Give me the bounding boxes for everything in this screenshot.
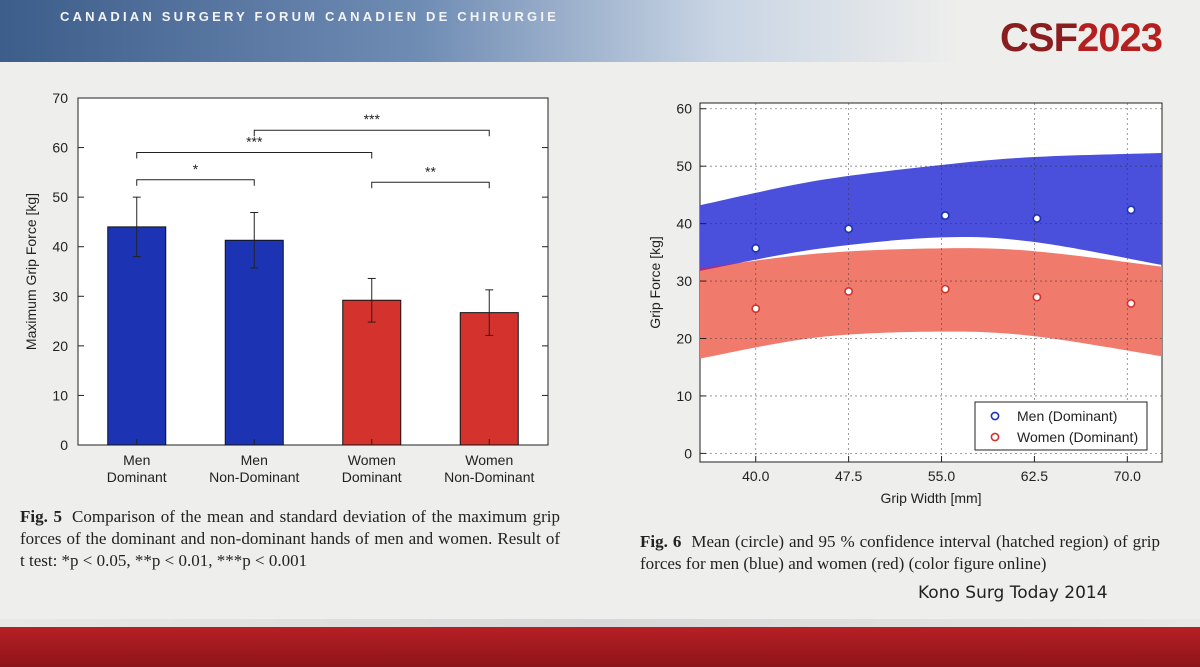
- fig6-legend-marker: [990, 432, 1000, 442]
- fig5-ytick-label: 20: [52, 338, 68, 354]
- fig5-xtick-label: Non-Dominant: [444, 469, 534, 485]
- conference-banner: CANADIAN SURGERY FORUM CANADIEN DE CHIRU…: [0, 0, 1200, 62]
- fig5-significance-bracket: [136, 179, 255, 186]
- fig6-ytick-label: 60: [676, 101, 692, 117]
- fig5-ytick-label: 50: [52, 189, 68, 205]
- logo-prefix: CSF: [1000, 16, 1078, 60]
- fig6-men-ci-band: [700, 152, 1162, 271]
- fig6-ytick-label: 50: [676, 158, 692, 174]
- fig5-ytick-label: 60: [52, 140, 68, 156]
- fig6-legend-marker: [990, 411, 1000, 421]
- fig6-caption: Fig. 6 Mean (circle) and 95 % confidence …: [640, 531, 1160, 575]
- fig5-significance-label: *: [193, 161, 199, 177]
- fig6-women-point: [1032, 292, 1042, 302]
- fig6-ytick-label: 20: [676, 331, 692, 347]
- fig5-ytick-label: 70: [52, 90, 68, 106]
- fig5-bar: [224, 239, 284, 446]
- fig6-legend: Men (Dominant) Women (Dominant): [974, 401, 1148, 451]
- fig6-legend-label: Men (Dominant): [1017, 408, 1117, 424]
- fig5-bar: [107, 226, 167, 446]
- fig5-significance-bracket: [371, 181, 490, 189]
- fig5-significance-bracket: [136, 152, 373, 159]
- fig6-xlabel: Grip Width [mm]: [880, 490, 981, 506]
- fig5-xtick-label: Dominant: [342, 469, 402, 485]
- fig5-ytick-label: 10: [52, 387, 68, 403]
- banner-title: CANADIAN SURGERY FORUM CANADIEN DE CHIRU…: [60, 9, 560, 24]
- fig6-women-point: [940, 284, 950, 294]
- fig5-significance-label: ***: [364, 111, 381, 127]
- fig6-xtick-label: 47.5: [835, 468, 862, 484]
- fig6-ylabel: Grip Force [kg]: [647, 236, 663, 329]
- fig6-women-point: [1126, 299, 1136, 308]
- fig5-xtick-label: Non-Dominant: [209, 469, 299, 485]
- logo-year: 2023: [1077, 16, 1163, 60]
- fig5-ytick-label: 30: [52, 288, 68, 304]
- fig6-men-point: [1032, 214, 1042, 223]
- fig6-ytick-label: 0: [684, 445, 692, 461]
- fig6-men-point: [1126, 205, 1136, 215]
- fig6-women-point: [844, 287, 854, 296]
- fig6-women-point: [751, 304, 761, 314]
- fig5-ylabel: Maximum Grip Force [kg]: [23, 193, 39, 350]
- fig6-caption-label: Fig. 6: [640, 532, 682, 551]
- bottom-bar: [0, 619, 1200, 667]
- fig6-ytick-label: 30: [676, 273, 692, 289]
- fig6-xtick-label: 62.5: [1021, 468, 1048, 484]
- fig5-significance-bracket: [253, 129, 490, 137]
- fig6-ytick-label: 10: [676, 388, 692, 404]
- fig6-men-point: [940, 211, 950, 220]
- fig6-ytick-label: 40: [676, 216, 692, 232]
- fig6-xtick-label: 70.0: [1114, 468, 1141, 484]
- fig5-chart: 010203040506070MenDominantMenNon-Dominan…: [23, 90, 549, 485]
- fig6-ci-bands: [700, 152, 1162, 359]
- fig5-caption: Fig. 5 Comparison of the mean and standar…: [20, 506, 560, 572]
- fig6-xtick-label: 55.0: [928, 468, 955, 484]
- fig5-significance-label: ***: [246, 134, 263, 150]
- fig6-xtick-label: 40.0: [742, 468, 769, 484]
- fig5-caption-text: Comparison of the mean and standard devi…: [20, 507, 561, 570]
- fig5-xtick-label: Women: [465, 452, 513, 468]
- fig5-ytick-label: 40: [52, 239, 68, 255]
- fig5-caption-label: Fig. 5: [20, 507, 63, 526]
- fig6-women-ci-band: [700, 248, 1162, 359]
- fig6-caption-text: Mean (circle) and 95 % confidence interv…: [640, 532, 1161, 573]
- fig5-xtick-label: Men: [123, 452, 150, 468]
- citation: Kono Surg Today 2014: [918, 583, 1108, 603]
- fig6-men-point: [844, 224, 854, 234]
- fig5-significance-label: **: [425, 163, 436, 179]
- fig6-men-point: [751, 243, 761, 253]
- fig5-ytick-label: 0: [60, 437, 68, 453]
- fig6-chart: 0 10 20 30 40 50 60 40.0 47.5 55.0 62.5 70.0 Men (Do…: [647, 101, 1163, 506]
- fig5-xtick-label: Dominant: [107, 469, 167, 485]
- fig6-legend-box: [974, 401, 1148, 451]
- fig5-xtick-label: Men: [241, 452, 268, 468]
- fig5-xtick-label: Women: [348, 452, 396, 468]
- fig6-legend-label: Women (Dominant): [1017, 429, 1138, 445]
- csf-logo: CSF2023: [1000, 16, 1163, 61]
